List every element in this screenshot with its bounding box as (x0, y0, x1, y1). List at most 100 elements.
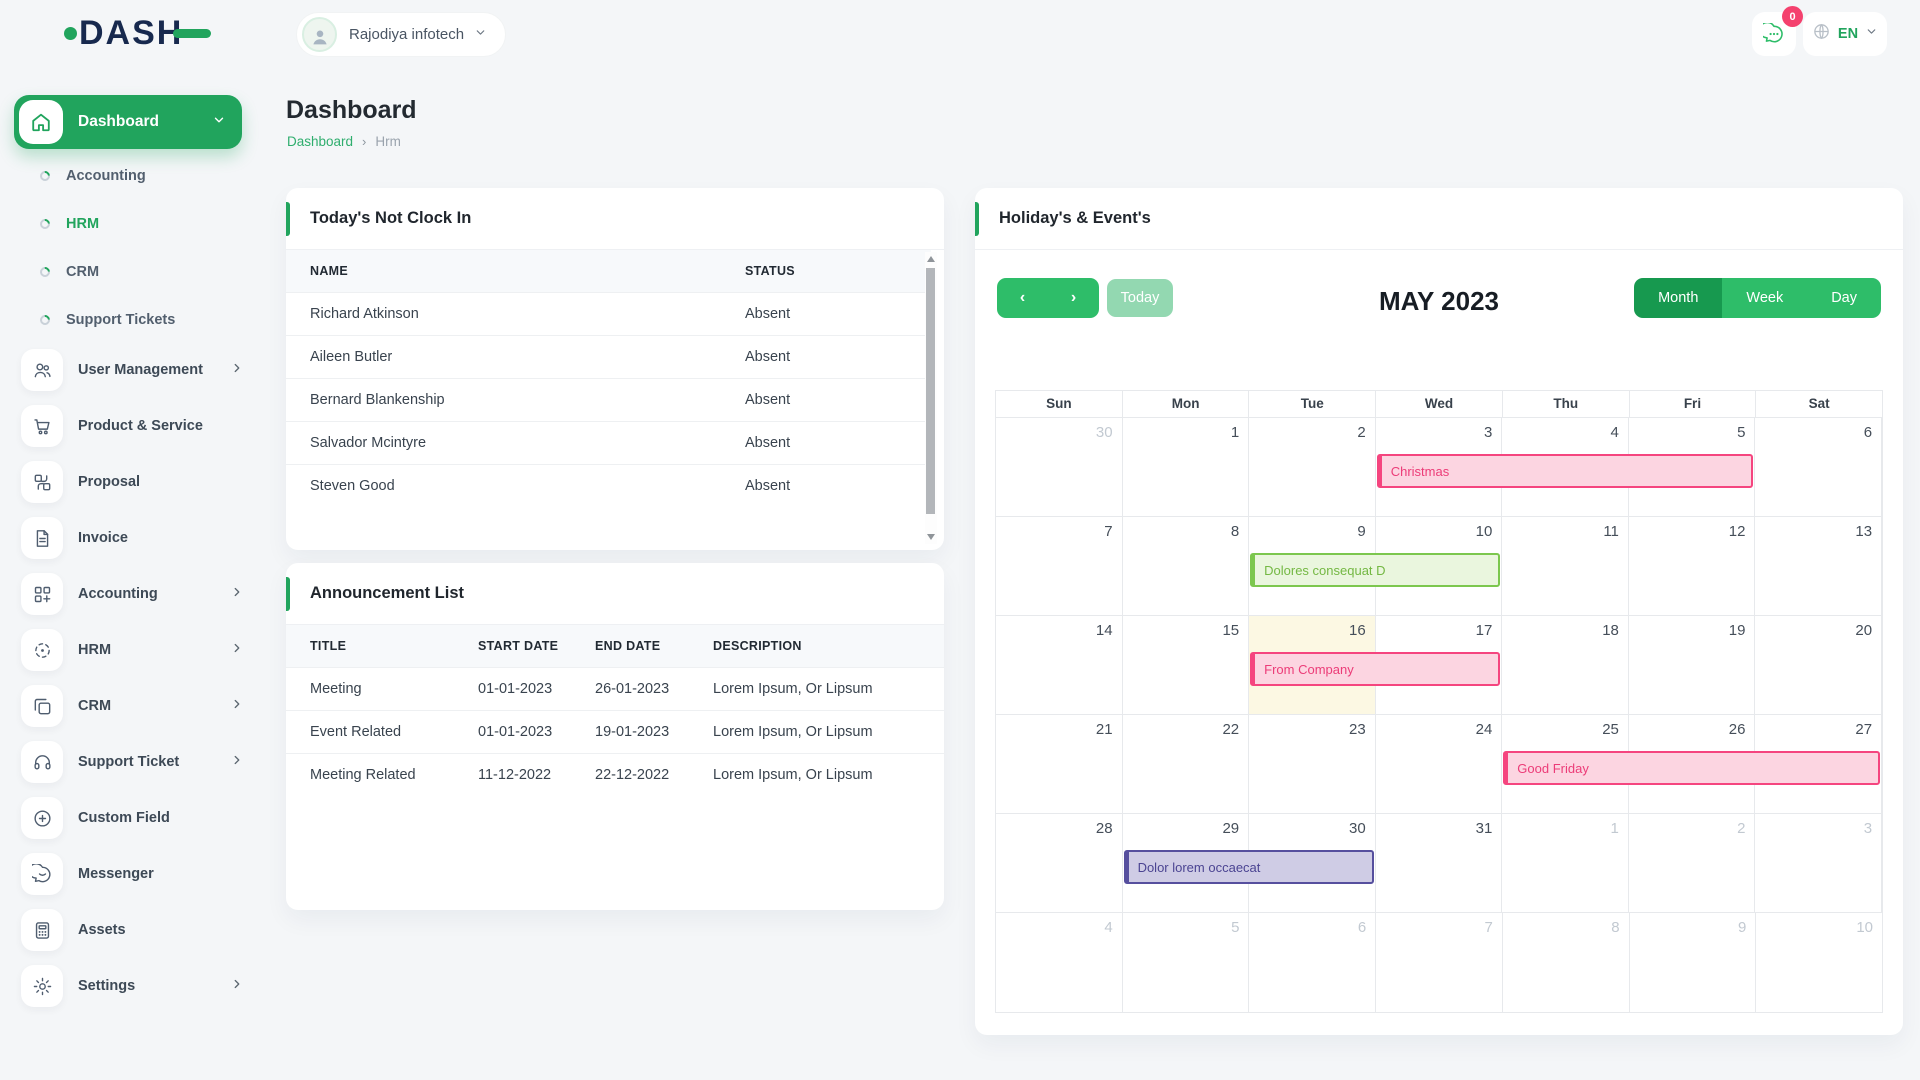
calendar-day-cell[interactable]: 12 (1629, 517, 1756, 615)
calendar-day-cell[interactable]: 6 (1755, 418, 1883, 516)
sidebar-subitem-support-tickets[interactable]: Support Tickets (14, 296, 242, 344)
announcement-end-date: 22-12-2022 (571, 753, 689, 796)
card-accent-bar (286, 577, 290, 611)
calendar-event-dolores-consequat-d[interactable]: Dolores consequat D (1250, 553, 1501, 587)
scroll-up-arrow-icon[interactable] (927, 256, 935, 262)
calendar-day-cell[interactable]: 13 (1755, 517, 1883, 615)
calendar-day-cell[interactable]: 22 (1123, 715, 1250, 813)
announcement-start-date: 01-01-2023 (454, 710, 571, 754)
scrollbar-thumb[interactable] (926, 268, 935, 514)
sidebar-subitem-accounting[interactable]: Accounting (14, 152, 242, 200)
sidebar-item-assets[interactable]: Assets (14, 902, 252, 958)
calendar-day-cell[interactable]: 1 (1502, 814, 1629, 912)
calendar-event-christmas[interactable]: Christmas (1376, 454, 1754, 488)
sidebar-item-hrm[interactable]: HRM (14, 622, 252, 678)
view-month-button[interactable]: Month (1634, 278, 1723, 318)
calendar-day-cell[interactable]: 6 (1249, 913, 1377, 1012)
calendar-day-cell[interactable]: 7 (996, 517, 1123, 615)
calendar-day-cell[interactable]: 30 (996, 418, 1123, 516)
calendar-day-cell[interactable]: 24 (1376, 715, 1503, 813)
calendar-month-title: MAY 2023 (1379, 286, 1499, 316)
calendar-day-cell[interactable]: 17 (1376, 616, 1503, 714)
bullet-ring-icon (37, 216, 53, 232)
calendar-day-cell[interactable]: 9 (1630, 913, 1757, 1012)
sidebar-subitem-hrm[interactable]: HRM (14, 200, 242, 248)
crm-icon-box (21, 685, 63, 727)
calendar-day-cell[interactable]: 10 (1856, 919, 1874, 936)
chevron-down-icon (474, 26, 487, 44)
calendar-day-cell[interactable]: 23 (1249, 715, 1376, 813)
globe-icon (1812, 22, 1831, 46)
calendar-nav-group: ‹ › (997, 278, 1099, 318)
sidebar-item-product-service[interactable]: Product & Service (14, 398, 252, 454)
sidebar-item-dashboard[interactable]: Dashboard (14, 95, 242, 149)
announcement-start-date: 11-12-2022 (454, 753, 571, 796)
messages-button[interactable]: 0 (1752, 6, 1803, 56)
card-accent-bar (975, 202, 979, 236)
next-month-button[interactable]: › (1048, 278, 1099, 318)
calendar-day-cell[interactable]: 1 (1123, 418, 1250, 516)
sidebar-item-crm[interactable]: CRM (14, 678, 252, 734)
company-name: Rajodiya infotech (349, 26, 465, 43)
card-header: Holiday's & Event's (975, 188, 1903, 250)
sidebar-subitem-crm[interactable]: CRM (14, 248, 242, 296)
hrm-icon (34, 642, 50, 658)
sidebar-item-messenger[interactable]: Messenger (14, 846, 252, 902)
today-button[interactable]: Today (1107, 279, 1173, 317)
chevron-down-icon (212, 113, 226, 132)
calendar-day-cell[interactable]: 5 (1629, 418, 1756, 516)
sidebar-item-settings[interactable]: Settings (14, 958, 252, 1014)
logo-text: DASH (79, 14, 184, 52)
gear-icon-box (21, 965, 63, 1007)
sidebar-item-accounting[interactable]: Accounting (14, 566, 252, 622)
language-selector[interactable]: EN (1803, 12, 1887, 56)
table-scrollbar[interactable] (925, 252, 937, 544)
calendar-day-cell[interactable]: 19 (1629, 616, 1756, 714)
calendar-day-cell[interactable]: 8 (1123, 517, 1250, 615)
sidebar-item-invoice[interactable]: Invoice (14, 510, 252, 566)
calendar-day-cell[interactable]: 27 (1755, 715, 1883, 813)
calendar-event-dolor-lorem-occaecat[interactable]: Dolor lorem occaecat (1123, 850, 1374, 884)
calendar-day-cell[interactable]: 10 (1376, 517, 1503, 615)
calendar-day-cell[interactable]: 5 (1123, 913, 1250, 1012)
company-selector[interactable]: Rajodiya infotech (296, 12, 507, 57)
card-header: Announcement List (286, 563, 944, 625)
announcement-table: TITLE START DATE END DATE DESCRIPTION Me… (286, 625, 944, 796)
calculator-icon-box (21, 909, 63, 951)
calendar-day-cell[interactable]: 15 (1123, 616, 1250, 714)
calendar-day-cell[interactable]: 3 (1755, 814, 1883, 912)
calendar-day-cell[interactable]: 21 (996, 715, 1123, 813)
view-day-button[interactable]: Day (1807, 278, 1881, 318)
calendar-day-cell[interactable]: 30 (1249, 814, 1376, 912)
sidebar-item-proposal[interactable]: Proposal (14, 454, 252, 510)
logo-dot (64, 27, 77, 40)
calendar-day-cell[interactable]: 11 (1502, 517, 1629, 615)
calendar-week-row: 21 22 23 24 25 26 27 Good Friday (996, 715, 1883, 814)
avatar (302, 17, 337, 52)
scroll-down-arrow-icon[interactable] (927, 534, 935, 540)
calendar-weekday-header: Sun Mon Tue Wed Thu Fri Sat (996, 391, 1882, 418)
sidebar-sub-menu: Accounting HRM CRM Support Tickets (14, 152, 242, 344)
prev-month-button[interactable]: ‹ (997, 278, 1048, 318)
calendar-day-cell[interactable]: 4 (996, 913, 1123, 1012)
sidebar-item-user-management[interactable]: User Management (14, 342, 252, 398)
view-week-button[interactable]: Week (1722, 278, 1808, 318)
sidebar-item-support-ticket[interactable]: Support Ticket (14, 734, 252, 790)
calendar-day-cell[interactable]: 2 (1629, 814, 1756, 912)
calendar-day-cell[interactable]: 28 (996, 814, 1123, 912)
calendar-day-cell[interactable]: 18 (1502, 616, 1629, 714)
sidebar-item-custom-field[interactable]: Custom Field (14, 790, 252, 846)
calendar-event-from-company[interactable]: From Company (1250, 652, 1501, 686)
calendar-event-good-friday[interactable]: Good Friday (1503, 751, 1880, 785)
sidebar-item-label: Custom Field (78, 810, 170, 826)
calendar-day-cell[interactable]: 8 (1503, 913, 1630, 1012)
calendar-day-cell[interactable]: 7 (1376, 913, 1503, 1012)
calendar-day-cell[interactable]: 31 (1376, 814, 1503, 912)
sidebar-item-label: Invoice (78, 530, 128, 546)
not-clock-in-card: Today's Not Clock In NAME STATUS Richard… (286, 188, 944, 550)
calendar-day-cell[interactable]: 2 (1249, 418, 1376, 516)
users-icon (34, 363, 51, 377)
breadcrumb-dashboard-link[interactable]: Dashboard (287, 134, 354, 149)
calendar-day-cell[interactable]: 20 (1755, 616, 1883, 714)
calendar-day-cell[interactable]: 14 (996, 616, 1123, 714)
